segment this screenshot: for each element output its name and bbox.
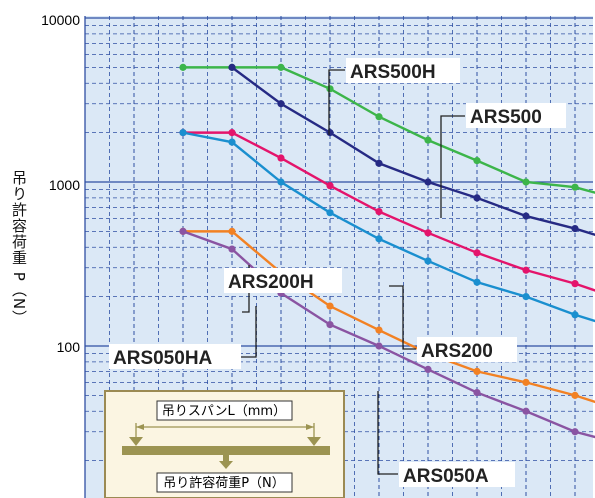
data-point-ars500h (522, 178, 530, 186)
label-ars050ha: ARS050HA (113, 348, 213, 369)
label-bg (417, 337, 517, 362)
data-point-ars500 (424, 178, 432, 186)
label-bg (399, 462, 515, 487)
data-point-ars500 (277, 100, 285, 108)
data-point-ars500h (179, 63, 187, 71)
data-point-ars200 (326, 209, 334, 217)
data-point-ars050ha (473, 367, 481, 376)
span-arrow-right (306, 424, 314, 430)
data-point-ars200 (424, 257, 432, 265)
y-axis-label: 吊り許容荷重 P（N） (10, 170, 28, 327)
data-point-ars200 (228, 138, 236, 146)
label-ars500: ARS500 (470, 107, 542, 128)
data-point-ars200h (326, 182, 334, 190)
data-point-ars500 (228, 63, 236, 71)
y-tick-label: 1000 (49, 177, 80, 193)
data-point-ars500 (571, 224, 579, 233)
support-left (129, 437, 143, 446)
beam (122, 446, 330, 455)
data-point-ars500 (473, 194, 481, 202)
data-point-ars200h (473, 249, 481, 257)
data-point-ars500h (277, 63, 285, 71)
data-point-ars500h (375, 113, 383, 121)
data-point-ars200 (571, 311, 579, 319)
label-bg (466, 103, 566, 128)
support-right (307, 437, 321, 446)
data-point-ars200 (375, 235, 383, 243)
data-point-ars050ha (375, 326, 383, 334)
data-point-ars050a (522, 407, 530, 415)
load-arrow-head (219, 461, 233, 469)
data-point-ars200h (571, 280, 579, 288)
data-point-ars050ha (326, 302, 334, 310)
label-ars500h: ARS500H (350, 62, 436, 83)
span-label: 吊りスパンL（mm） (162, 404, 286, 419)
data-point-ars050ha (522, 378, 530, 386)
data-point-ars050a (228, 245, 236, 253)
data-point-ars200h (228, 129, 236, 137)
grid (84, 16, 593, 498)
series-line-ars500 (231, 66, 595, 237)
label-ars050a: ARS050A (403, 466, 489, 487)
data-point-ars050a (326, 321, 334, 329)
load-label-box (156, 472, 293, 493)
data-point-ars200h (375, 207, 383, 216)
load-diagram: 吊りスパンL（mm） 吊り許容荷重P（N） (104, 390, 345, 498)
data-point-ars500h (473, 157, 481, 165)
leader-ars050a (377, 391, 398, 475)
label-ars200: ARS200 (421, 341, 493, 362)
data-point-ars200 (473, 278, 481, 286)
load-label: 吊り許容荷重P（N） (163, 475, 285, 491)
data-point-ars050a (375, 342, 383, 350)
data-point-ars500h (326, 85, 334, 93)
callout-labels: ARS500H ARS500 ARS200H ARS200 ARS050HA A… (109, 58, 566, 487)
data-point-ars050a (179, 227, 187, 235)
load-arrow-shaft (223, 455, 229, 461)
leader-ars050ha (240, 306, 257, 358)
leader-ars500 (440, 115, 465, 218)
data-point-ars050ha (571, 391, 579, 399)
data-point-ars050a (571, 428, 579, 436)
data-point-ars500 (375, 159, 383, 167)
label-ars200h: ARS200H (228, 272, 314, 293)
y-tick-labels: 10000 1000 100 (41, 12, 80, 355)
data-point-ars200 (277, 178, 285, 186)
data-point-ars500h (571, 183, 579, 191)
label-bg (224, 268, 342, 293)
data-point-ars500h (424, 136, 432, 144)
data-point-ars050a (424, 365, 432, 373)
y-tick-label: 10000 (41, 12, 80, 28)
data-point-ars050a (473, 388, 481, 397)
data-point-ars500 (326, 129, 334, 137)
data-point-ars200 (179, 129, 187, 137)
data-point-ars200h (277, 154, 285, 162)
data-point-ars200 (522, 293, 530, 301)
span-arrow-left (136, 424, 144, 430)
label-bg (346, 58, 460, 83)
label-bg (109, 344, 241, 369)
span-label-box (156, 400, 293, 421)
data-point-ars500 (522, 212, 530, 220)
y-tick-label: 100 (57, 339, 81, 355)
data-point-ars200h (424, 229, 432, 237)
leader-ars200 (389, 285, 416, 350)
data-point-ars200h (522, 266, 530, 274)
data-point-ars050ha (228, 227, 236, 235)
leader-ars500h (328, 69, 345, 135)
